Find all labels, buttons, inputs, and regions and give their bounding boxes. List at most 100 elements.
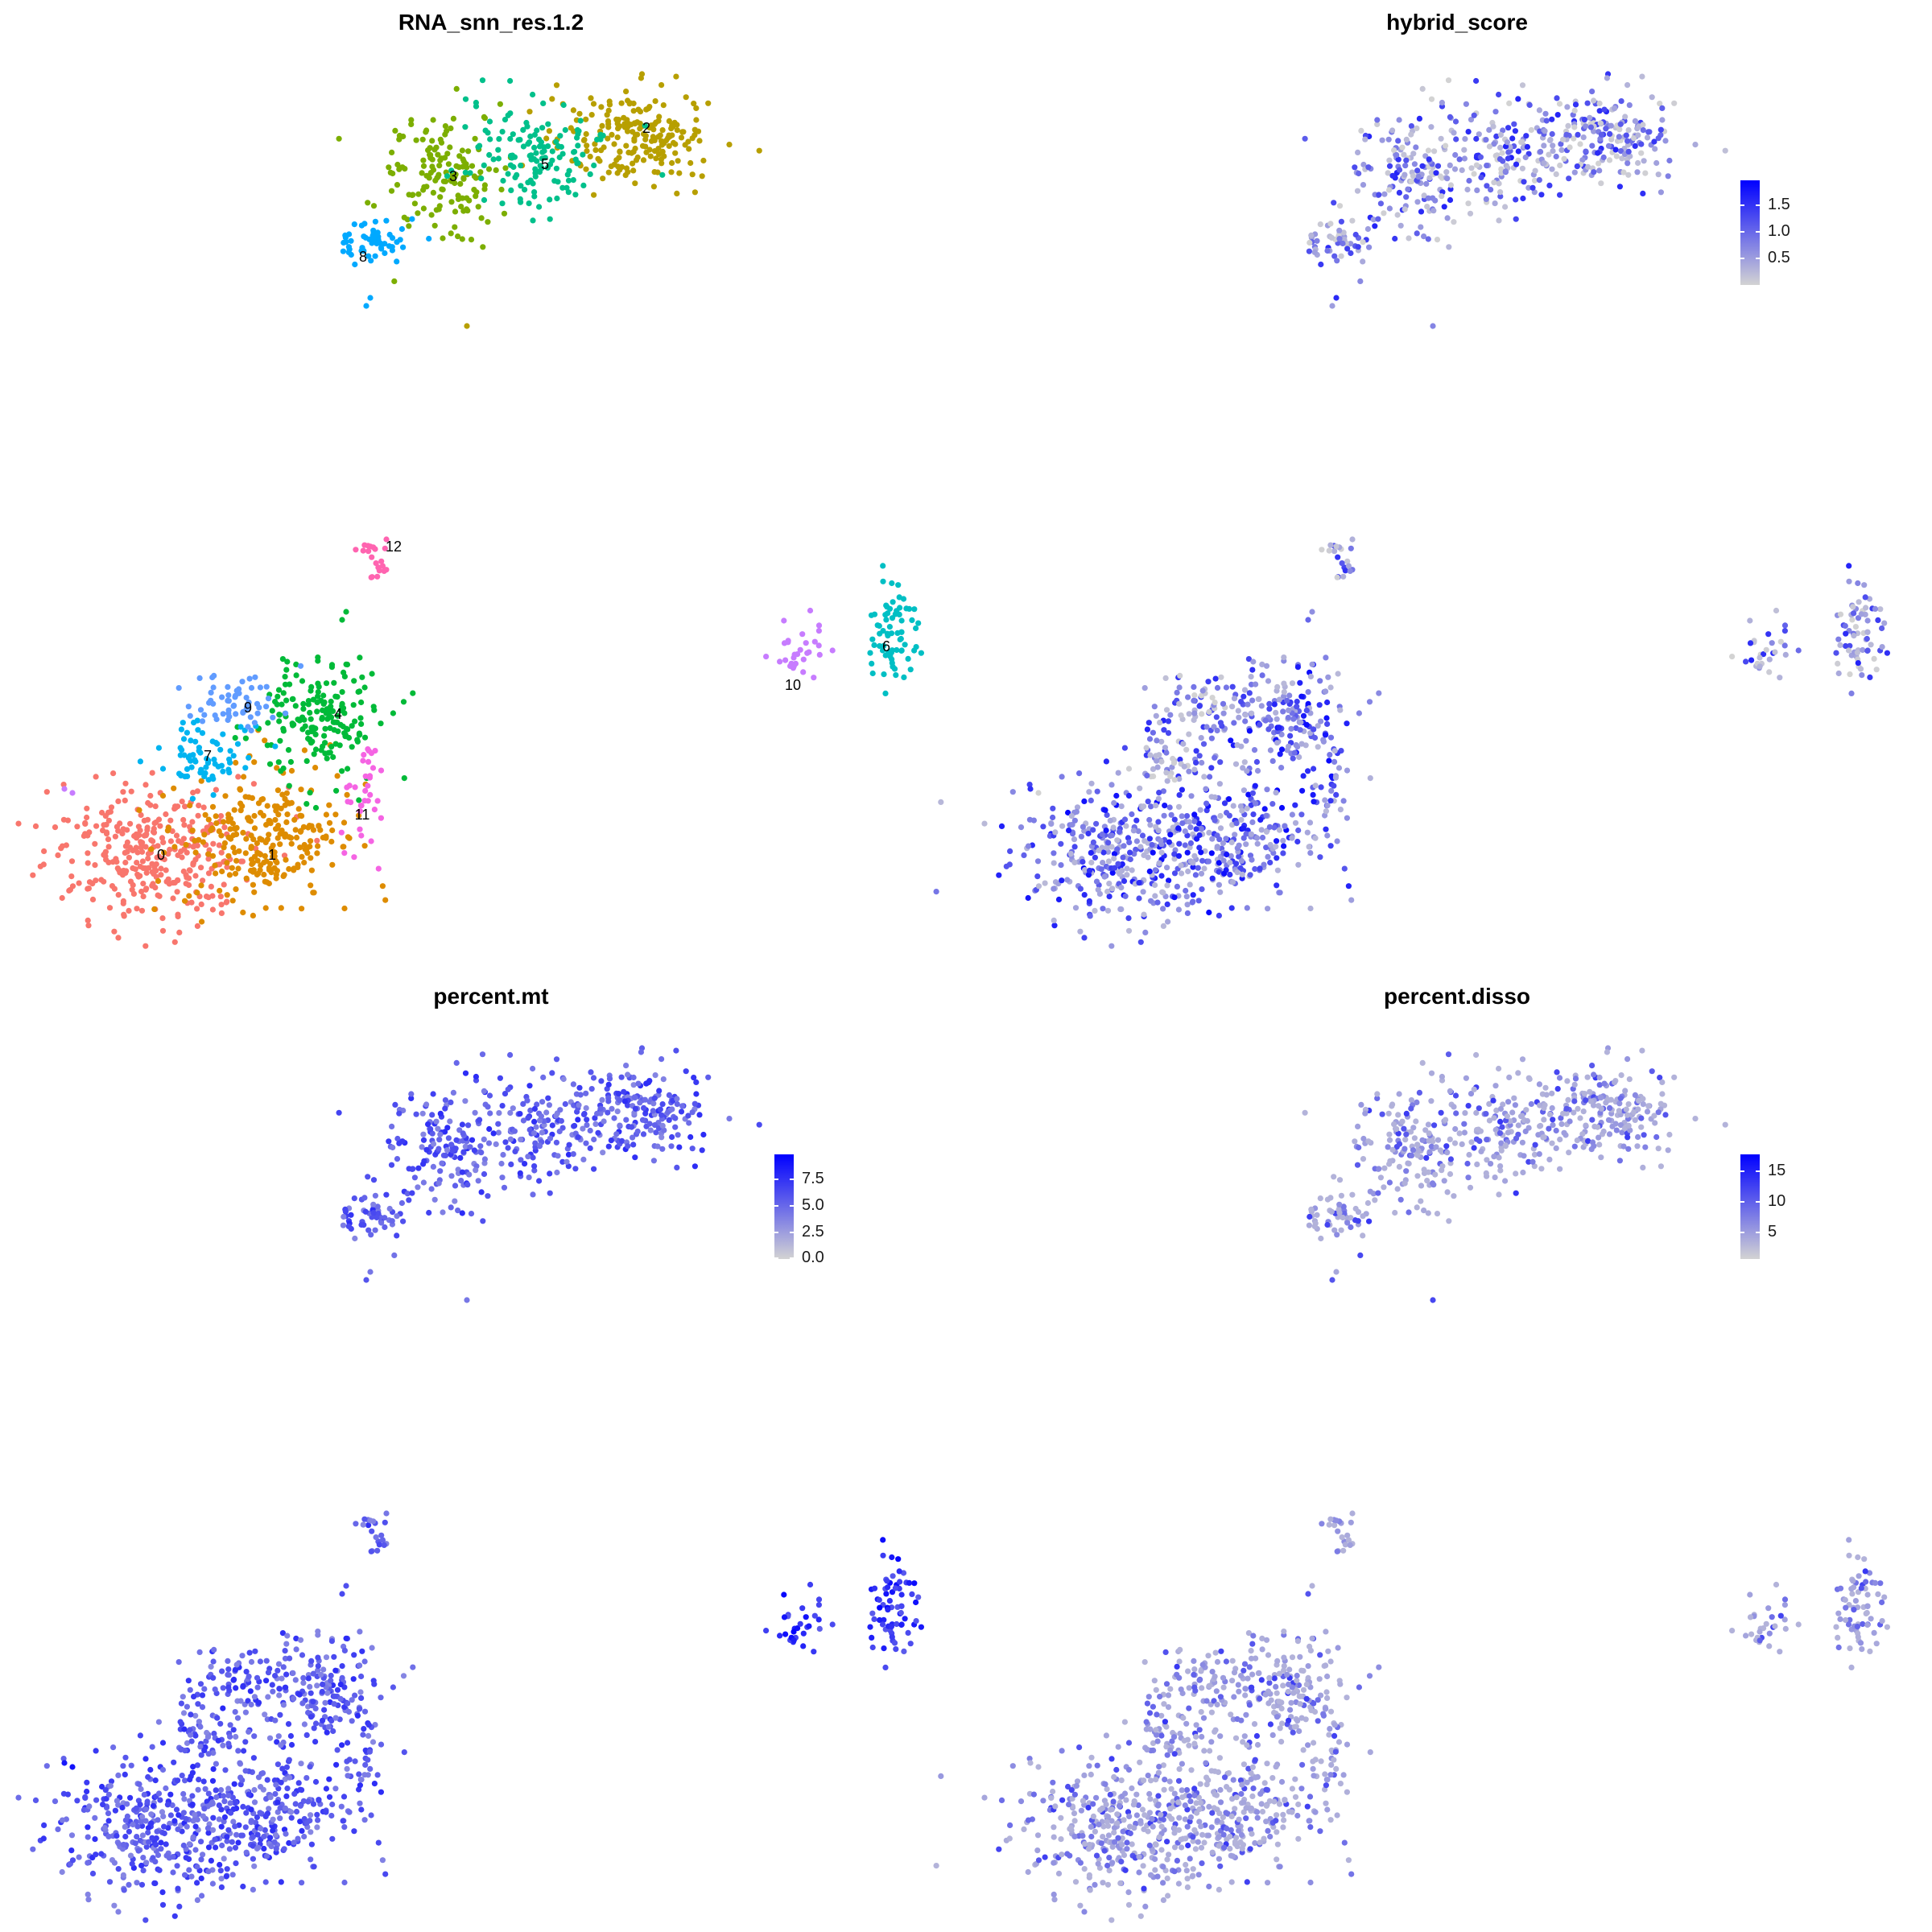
cell-point <box>367 1517 374 1524</box>
cell-point <box>1025 1817 1032 1823</box>
cell-point <box>349 723 355 729</box>
cell-point <box>1298 693 1305 700</box>
cell-point <box>279 701 285 708</box>
cell-point <box>142 1756 149 1762</box>
cell-point <box>225 1740 232 1747</box>
cell-point <box>1111 855 1117 862</box>
cell-point <box>1190 860 1196 866</box>
cell-point <box>507 1051 514 1059</box>
cell-point <box>378 1789 384 1795</box>
cell-point <box>1580 134 1587 141</box>
cell-point <box>196 1649 203 1655</box>
cell-point <box>248 1806 254 1813</box>
cell-point <box>341 673 348 680</box>
cell-point <box>297 828 303 835</box>
cell-point <box>392 1101 398 1108</box>
cell-point <box>618 1074 625 1080</box>
cell-point <box>194 1864 200 1870</box>
cell-point <box>658 1134 665 1141</box>
cell-point <box>84 814 90 821</box>
cell-point <box>171 1759 177 1765</box>
cell-point <box>1103 758 1109 765</box>
cell-point <box>1164 865 1170 871</box>
cell-point <box>277 831 283 837</box>
cell-point <box>275 787 281 794</box>
cell-point <box>1201 865 1208 872</box>
cell-point <box>60 1756 67 1762</box>
cell-point <box>1318 784 1324 791</box>
cell-point <box>1425 195 1431 201</box>
cell-point <box>436 1146 442 1152</box>
cell-point <box>1441 204 1447 210</box>
cell-point <box>139 1814 146 1820</box>
cell-point <box>1220 857 1227 864</box>
cell-point <box>558 143 565 151</box>
cell-point <box>485 166 493 172</box>
cell-point <box>61 1760 68 1766</box>
cell-point <box>279 791 286 798</box>
cell-point <box>248 1701 254 1708</box>
cell-point <box>332 719 338 725</box>
cell-point <box>678 1108 685 1115</box>
cell-point <box>915 620 922 626</box>
cell-point <box>369 671 375 677</box>
cell-point <box>898 1591 905 1598</box>
cell-point <box>1178 862 1184 869</box>
cell-point <box>1228 852 1234 859</box>
cell-point <box>250 912 256 919</box>
cell-point <box>320 1681 326 1687</box>
cell-point <box>1556 101 1563 107</box>
cell-point <box>1381 191 1388 197</box>
cell-point <box>898 617 905 624</box>
cell-point <box>526 1174 532 1181</box>
cell-point <box>1208 850 1215 857</box>
cell-point <box>587 171 593 177</box>
cell-point <box>235 865 242 872</box>
cell-point <box>1243 737 1249 744</box>
cell-point <box>339 1663 345 1670</box>
cell-point <box>1523 133 1530 139</box>
cell-point <box>425 147 431 154</box>
cell-point <box>1025 894 1031 902</box>
cell-point <box>100 828 106 834</box>
cell-point <box>1189 899 1195 906</box>
cell-point <box>1081 892 1088 898</box>
cell-point <box>1072 905 1080 911</box>
cell-point <box>1182 828 1188 835</box>
cell-point <box>1225 796 1232 803</box>
cell-point <box>257 1810 263 1816</box>
cell-point <box>1354 188 1361 194</box>
cell-point <box>546 1102 553 1108</box>
cell-point <box>120 1872 126 1878</box>
cell-point <box>565 1151 572 1158</box>
cell-point <box>570 177 576 184</box>
cell-point <box>227 1722 233 1728</box>
cell-point <box>1171 816 1178 823</box>
cell-point <box>897 605 903 611</box>
cell-point <box>467 170 473 176</box>
cell-point <box>647 153 654 159</box>
cell-point <box>572 148 578 155</box>
cell-point <box>217 1720 224 1727</box>
cell-point <box>295 1780 302 1786</box>
cell-point <box>1595 150 1601 156</box>
cell-point <box>1401 151 1407 158</box>
cell-point <box>1245 701 1251 708</box>
cell-point <box>1104 907 1112 914</box>
cell-point <box>233 711 239 717</box>
cell-point <box>1009 789 1016 795</box>
cell-point <box>251 812 258 819</box>
cell-point <box>137 828 143 834</box>
cell-point <box>543 135 550 142</box>
cell-point <box>259 1770 266 1777</box>
cell-point <box>1250 811 1257 818</box>
cell-point <box>1642 170 1649 176</box>
cell-point <box>1842 622 1848 630</box>
cell-point <box>1360 239 1366 246</box>
cell-point <box>1302 135 1308 142</box>
cell-point <box>1471 171 1477 177</box>
cell-point <box>1625 148 1632 155</box>
cell-point <box>587 153 593 160</box>
cell-point <box>230 844 237 851</box>
cell-point <box>361 1658 368 1665</box>
